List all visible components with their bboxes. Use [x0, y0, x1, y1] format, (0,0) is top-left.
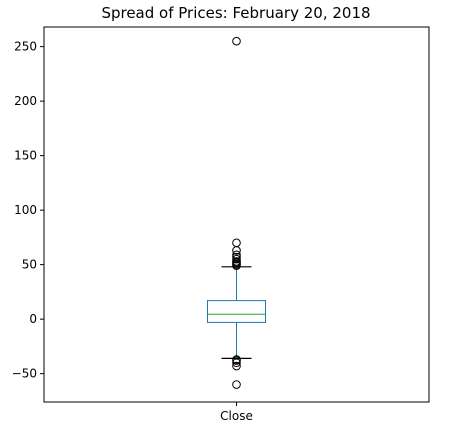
x-tick-label: Close — [220, 409, 253, 423]
y-tick-label: 200 — [14, 94, 37, 108]
y-tick-label: 250 — [14, 40, 37, 54]
outlier-point — [232, 238, 241, 248]
outlier-point — [232, 254, 241, 264]
y-axis: −50 0 50 100 150 200 250 — [12, 40, 44, 381]
y-tick-label: 150 — [14, 149, 37, 163]
outlier-point — [232, 358, 241, 368]
chart-title: Spread of Prices: February 20, 2018 — [101, 4, 370, 22]
outlier-point — [232, 380, 241, 389]
y-tick-label: −50 — [12, 367, 37, 381]
outlier-point — [232, 250, 241, 260]
outlier-point — [232, 361, 241, 371]
plot-frame — [43, 26, 430, 403]
outlier-point — [232, 252, 241, 262]
outlier-point — [232, 36, 241, 46]
outlier-point — [232, 355, 241, 364]
y-tick-label: 100 — [14, 203, 37, 217]
y-tick-label: 50 — [22, 258, 37, 272]
plot-elements — [207, 36, 266, 389]
x-axis: Close — [220, 402, 253, 423]
y-tick-label: 0 — [29, 312, 37, 326]
iqr-box — [207, 300, 266, 323]
outlier-point — [232, 257, 241, 266]
